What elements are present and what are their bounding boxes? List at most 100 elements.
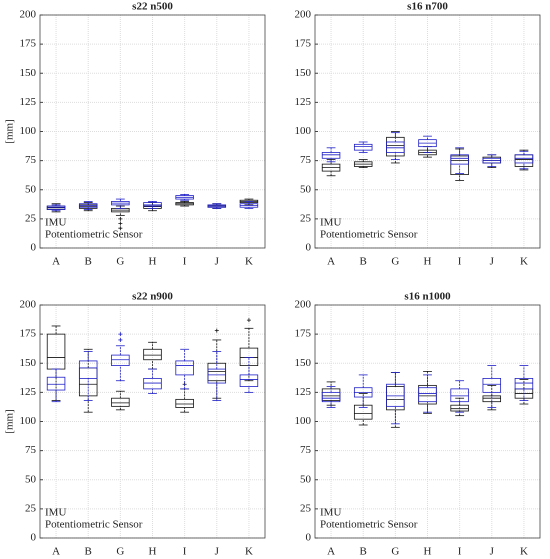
x-tick-label: I: [458, 546, 462, 558]
x-tick-label: G: [116, 256, 124, 268]
chart-title: s16 n700: [407, 1, 448, 13]
outlier: [246, 318, 251, 323]
y-tick-label: 200: [20, 9, 37, 21]
axes-frame: [39, 14, 266, 249]
x-tick-label: B: [360, 546, 367, 558]
x-tick-label: H: [149, 256, 157, 268]
y-tick-label: 0: [306, 532, 312, 544]
x-tick-label: J: [490, 546, 495, 558]
box: [482, 395, 502, 403]
box: [386, 141, 405, 153]
y-tick-label: 25: [300, 212, 312, 224]
x-tick-label: G: [391, 546, 399, 558]
chart-title: s22 n900: [132, 291, 173, 303]
box: [482, 377, 502, 393]
box: [353, 404, 373, 420]
y-axis-label: [mm]: [4, 119, 16, 143]
y-tick-label: 100: [295, 125, 312, 137]
y-tick-label: 0: [31, 242, 37, 254]
box: [386, 383, 405, 407]
box: [143, 202, 162, 207]
y-tick-label: 125: [295, 386, 312, 398]
x-tick-label: B: [360, 256, 367, 268]
outlier: [118, 221, 123, 226]
box: [418, 387, 437, 403]
x-tick-label: I: [458, 256, 462, 268]
y-tick-label: 150: [295, 357, 312, 369]
y-tick-label: 50: [300, 183, 312, 195]
x-tick-label: I: [183, 256, 187, 268]
y-tick-label: 150: [20, 67, 37, 79]
box: [514, 154, 534, 164]
legend-entry: IMU: [45, 507, 66, 519]
x-tick-label: J: [490, 256, 495, 268]
y-tick-label: 200: [20, 299, 37, 311]
legend-entry: Potentiometric Sensor: [45, 519, 143, 531]
x-tick-label: B: [85, 546, 92, 558]
box: [450, 155, 469, 176]
outlier: [118, 226, 123, 231]
x-tick-label: A: [327, 256, 335, 268]
box: [78, 360, 98, 379]
box: [207, 368, 227, 384]
x-tick-label: B: [85, 256, 92, 268]
box: [143, 348, 162, 361]
x-tick-label: H: [424, 256, 432, 268]
box: [46, 205, 66, 210]
x-tick-label: G: [391, 256, 399, 268]
y-tick-label: 25: [25, 502, 37, 514]
axes-frame: [314, 14, 541, 249]
y-tick-label: 150: [295, 67, 312, 79]
x-tick-label: A: [52, 546, 60, 558]
x-tick-label: K: [245, 546, 253, 558]
box: [321, 152, 341, 159]
y-tick-label: 125: [20, 96, 37, 108]
y-tick-label: 100: [20, 415, 37, 427]
box: [143, 377, 162, 390]
y-tick-label: 125: [295, 96, 312, 108]
x-tick-label: I: [183, 546, 187, 558]
outlier: [118, 337, 123, 342]
chart-title: s16 n1000: [404, 291, 451, 303]
box: [111, 354, 130, 366]
box: [175, 360, 194, 376]
x-tick-label: A: [52, 256, 60, 268]
y-tick-label: 75: [25, 154, 37, 166]
y-tick-label: 50: [300, 473, 312, 485]
chart-title: s22 n500: [132, 1, 173, 13]
box: [321, 391, 341, 403]
x-tick-label: H: [424, 546, 432, 558]
y-tick-label: 50: [25, 473, 37, 485]
x-tick-label: K: [520, 546, 528, 558]
y-tick-label: 175: [295, 38, 312, 50]
box: [514, 377, 534, 390]
box: [46, 376, 66, 391]
box: [353, 143, 373, 151]
legend-entry: IMU: [320, 217, 341, 229]
legend-entry: Potentiometric Sensor: [45, 229, 143, 241]
outlier: [118, 216, 123, 221]
x-tick-label: K: [520, 256, 528, 268]
x-tick-label: J: [215, 546, 220, 558]
outlier: [118, 332, 123, 337]
y-tick-label: 25: [25, 212, 37, 224]
legend-entry: IMU: [320, 507, 341, 519]
y-tick-label: 200: [295, 299, 312, 311]
y-tick-label: 125: [20, 386, 37, 398]
y-tick-label: 75: [25, 444, 37, 456]
y-tick-label: 75: [300, 444, 312, 456]
y-tick-label: 175: [20, 328, 37, 340]
box: [239, 374, 259, 387]
y-tick-label: 175: [20, 38, 37, 50]
x-tick-label: A: [327, 546, 335, 558]
outlier: [214, 328, 219, 333]
box: [450, 388, 469, 403]
x-tick-label: G: [116, 546, 124, 558]
y-tick-label: 0: [306, 242, 312, 254]
y-tick-label: 100: [295, 415, 312, 427]
legend-entry: Potentiometric Sensor: [320, 229, 418, 241]
y-tick-label: 75: [300, 154, 312, 166]
y-tick-label: 50: [25, 183, 37, 195]
box: [111, 397, 130, 407]
